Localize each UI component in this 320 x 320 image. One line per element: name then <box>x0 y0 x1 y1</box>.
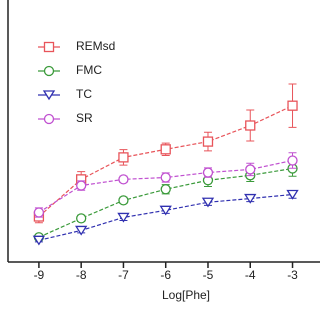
marker <box>245 120 256 131</box>
legend-marker <box>43 113 55 125</box>
legend-label: TC <box>76 87 92 101</box>
marker <box>118 174 129 185</box>
marker <box>32 235 46 246</box>
marker <box>117 212 130 223</box>
marker <box>76 213 87 224</box>
marker <box>33 207 45 218</box>
marker <box>202 136 214 147</box>
marker <box>159 205 172 216</box>
marker <box>202 167 214 178</box>
legend-marker <box>43 65 55 77</box>
x-tick-label: -6 <box>160 268 171 282</box>
marker <box>75 225 88 236</box>
marker <box>245 164 256 175</box>
marker <box>287 100 298 111</box>
x-tick-label: -5 <box>203 268 214 282</box>
x-tick-label: -7 <box>118 268 129 282</box>
legend-label: SR <box>76 111 93 125</box>
marker <box>286 189 299 200</box>
legend-marker <box>43 41 55 53</box>
marker <box>244 193 257 204</box>
x-tick-label: -3 <box>287 268 298 282</box>
marker <box>160 184 171 195</box>
marker <box>118 195 129 206</box>
marker <box>201 197 215 208</box>
legend-marker <box>42 90 56 101</box>
legend-label: REMsd <box>76 39 115 53</box>
x-tick-label: -4 <box>245 268 256 282</box>
legend-label: FMC <box>76 63 102 77</box>
marker <box>160 172 171 183</box>
x-axis-label: Log[Phe] <box>162 288 210 302</box>
x-tick-label: -9 <box>34 268 45 282</box>
marker <box>118 152 129 163</box>
marker <box>287 155 298 166</box>
marker <box>76 180 87 191</box>
x-tick-label: -8 <box>76 268 87 282</box>
marker <box>160 144 171 155</box>
